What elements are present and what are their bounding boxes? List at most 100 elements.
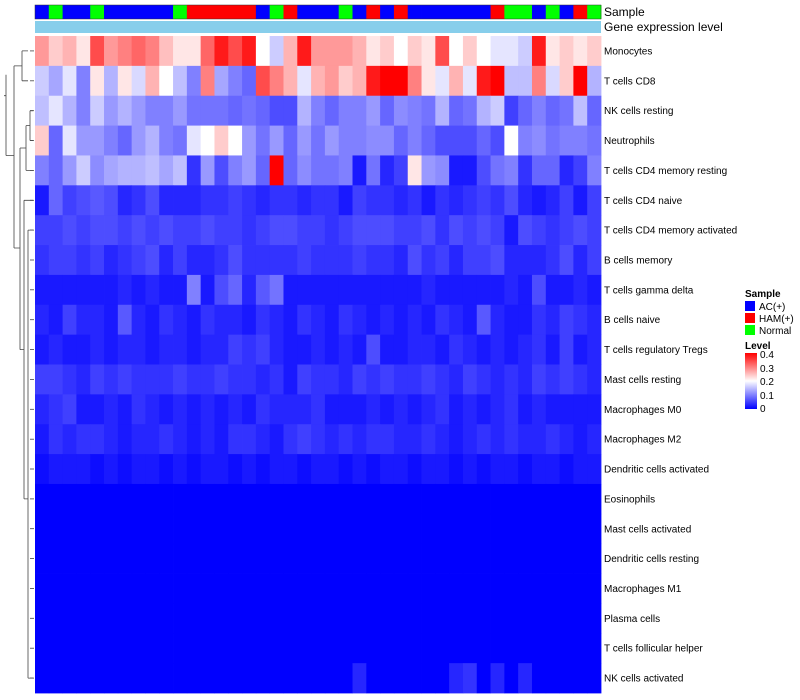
heatmap-cell: [283, 274, 298, 306]
heatmap-cell: [380, 603, 395, 634]
heatmap-cell: [145, 95, 160, 126]
heatmap-cell: [324, 304, 340, 336]
heatmap-cell: [117, 274, 133, 306]
heatmap-cell: [393, 65, 409, 97]
heatmap-cell: [145, 185, 160, 216]
heatmap-cell: [297, 364, 312, 395]
heatmap-cell: [518, 245, 533, 276]
heatmap-cell: [131, 155, 146, 186]
heatmap-cell: [587, 185, 602, 216]
sample-annotation-cell: [242, 5, 257, 19]
legend-swatch-ac: [745, 301, 755, 311]
heatmap-cell: [352, 36, 367, 67]
heatmap-cell: [531, 155, 547, 186]
heatmap-cell: [366, 95, 381, 126]
heatmap-cell: [573, 274, 588, 306]
heatmap-cell: [90, 663, 105, 694]
heatmap-cell: [186, 483, 202, 515]
heatmap-cell: [449, 573, 464, 604]
heatmap-cell: [48, 125, 63, 156]
heatmap-cell: [214, 454, 229, 485]
heatmap-cell: [35, 95, 50, 126]
sample-annotation-cell: [214, 5, 229, 19]
heatmap-cell: [131, 424, 146, 455]
heatmap-cell: [407, 543, 422, 574]
heatmap-cell: [504, 155, 519, 186]
heatmap-cell: [407, 185, 422, 216]
heatmap-cell: [214, 543, 229, 574]
expression-annotation-bar: [35, 21, 601, 33]
heatmap-cell: [366, 663, 381, 694]
heatmap-cell: [173, 65, 188, 97]
heatmap-cell: [352, 274, 367, 306]
heatmap-cell: [518, 394, 533, 425]
heatmap-cell: [62, 274, 77, 306]
heatmap-cell: [131, 663, 146, 694]
heatmap-cell: [476, 394, 491, 425]
heatmap-cell: [380, 543, 395, 574]
legend-label-ham: HAM(+): [759, 314, 794, 325]
row-label: Dendritic cells activated: [604, 465, 709, 476]
heatmap-cell: [76, 573, 91, 604]
heatmap-cell: [269, 513, 284, 545]
heatmap-cell: [173, 215, 188, 246]
heatmap-cell: [104, 95, 119, 126]
heatmap-cell: [531, 95, 547, 126]
heatmap-cell: [76, 513, 91, 545]
heatmap-cell: [186, 274, 202, 306]
heatmap-cell: [573, 215, 588, 246]
heatmap-cell: [545, 483, 560, 515]
heatmap-cell: [545, 36, 560, 67]
heatmap-cell: [531, 364, 547, 395]
heatmap-cell: [366, 36, 381, 67]
heatmap-cell: [48, 95, 63, 126]
sample-annotation-bar: [34, 4, 602, 20]
heatmap-cell: [48, 155, 63, 186]
heatmap-cell: [35, 36, 50, 67]
heatmap-cell: [297, 334, 312, 365]
heatmap-cell: [297, 245, 312, 276]
heatmap-cell: [324, 215, 340, 246]
heatmap-cell: [104, 334, 119, 365]
heatmap-cell: [338, 663, 353, 694]
heatmap-cell: [62, 334, 77, 365]
row-dendrogram: [4, 50, 34, 679]
heatmap-cell: [366, 424, 381, 455]
heatmap-cell: [297, 95, 312, 126]
heatmap-cell: [338, 215, 353, 246]
heatmap-cell: [504, 424, 519, 455]
heatmap-cell: [573, 36, 588, 67]
sample-annotation-cell: [255, 5, 271, 19]
heatmap-cell: [145, 245, 160, 276]
heatmap-cell: [573, 633, 588, 664]
heatmap-cell: [228, 424, 243, 455]
heatmap-cell: [504, 65, 519, 97]
heatmap-cell: [490, 334, 505, 365]
heatmap-cell: [559, 155, 574, 186]
heatmap-cell: [587, 334, 602, 365]
heatmap-cell: [117, 245, 133, 276]
heatmap-cell: [407, 334, 422, 365]
heatmap-cell: [242, 65, 257, 97]
heatmap-cell: [421, 215, 436, 246]
heatmap-cell: [573, 334, 588, 365]
heatmap-cell: [104, 215, 119, 246]
heatmap-cell: [297, 304, 312, 336]
heatmap-cell: [366, 364, 381, 395]
heatmap-cell: [338, 245, 353, 276]
heatmap-cell: [518, 663, 533, 694]
heatmap-cell: [490, 304, 505, 336]
heatmap-cell: [421, 543, 436, 574]
heatmap-cell: [269, 483, 284, 515]
heatmap-cell: [228, 454, 243, 485]
heatmap-cell: [380, 394, 395, 425]
heatmap-cell: [407, 633, 422, 664]
heatmap-cell: [380, 274, 395, 306]
heatmap-cell: [159, 125, 174, 156]
heatmap-cell: [545, 155, 560, 186]
heatmap-cell: [462, 424, 478, 455]
heatmap-cell: [131, 95, 146, 126]
heatmap-cell: [393, 155, 409, 186]
heatmap-cell: [255, 663, 271, 694]
heatmap-cell: [297, 513, 312, 545]
